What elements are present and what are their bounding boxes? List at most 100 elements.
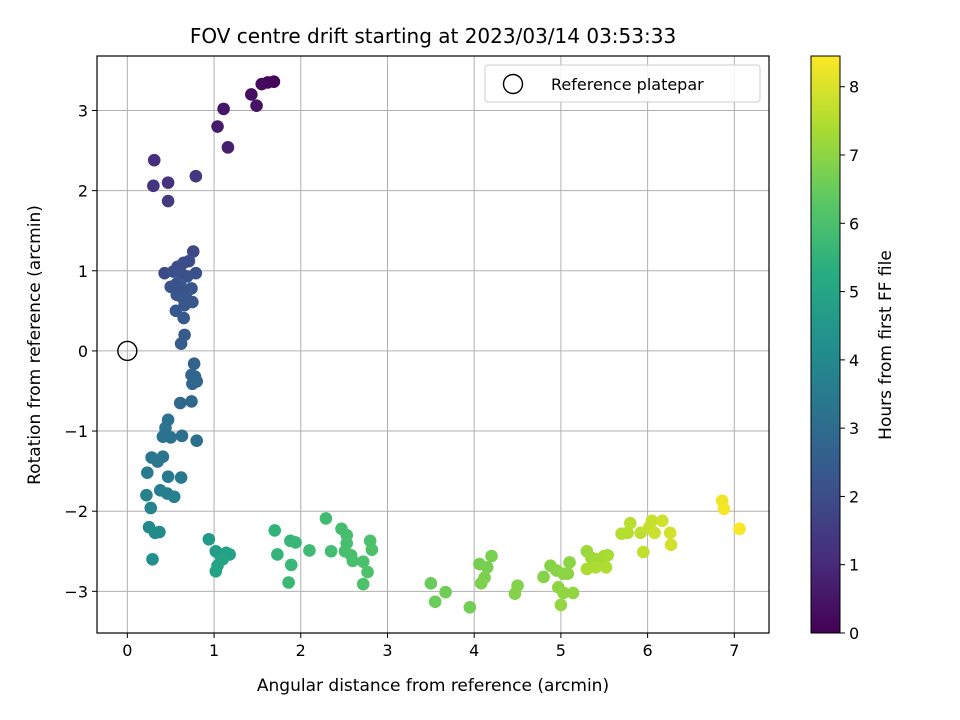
data-point bbox=[554, 598, 568, 612]
colorbar-gradient bbox=[810, 55, 841, 634]
legend: Reference platepar bbox=[484, 64, 761, 103]
data-point bbox=[185, 395, 198, 408]
data-point bbox=[601, 548, 615, 562]
data-point bbox=[485, 549, 498, 563]
data-point bbox=[599, 560, 613, 574]
data-point bbox=[566, 586, 580, 600]
legend-marker-icon bbox=[502, 73, 524, 95]
data-point bbox=[557, 586, 570, 600]
data-point bbox=[346, 554, 360, 568]
data-point bbox=[211, 120, 224, 133]
reference-platepar-marker bbox=[117, 340, 138, 362]
colorbar-tick-label: 1 bbox=[849, 556, 859, 575]
data-point bbox=[182, 254, 196, 268]
data-point bbox=[508, 587, 522, 601]
data-point bbox=[186, 377, 199, 391]
data-point bbox=[189, 169, 203, 183]
data-point bbox=[480, 560, 494, 574]
data-point bbox=[140, 466, 154, 480]
x-tick-label: 6 bbox=[643, 641, 653, 660]
data-point bbox=[161, 470, 175, 484]
x-axis-ticks: 0 1 2 3 4 5 6 7 bbox=[122, 633, 739, 660]
data-point bbox=[271, 548, 284, 561]
data-point bbox=[733, 522, 746, 536]
y-axis-ticks: −3 −2 −1 0 1 2 3 bbox=[64, 101, 97, 601]
data-point bbox=[356, 577, 370, 591]
colorbar-tick-label: 5 bbox=[849, 283, 859, 302]
data-point bbox=[717, 502, 731, 516]
data-point bbox=[161, 176, 175, 189]
data-point bbox=[161, 194, 175, 208]
colorbar-tick-label: 0 bbox=[849, 624, 859, 643]
data-point bbox=[255, 77, 269, 91]
data-point bbox=[563, 556, 576, 569]
data-point bbox=[186, 245, 200, 258]
colorbar-tick-label: 3 bbox=[849, 419, 859, 438]
x-tick-label: 4 bbox=[469, 641, 479, 660]
data-point bbox=[474, 577, 488, 590]
data-point bbox=[282, 576, 295, 589]
data-point bbox=[177, 311, 191, 325]
data-point bbox=[648, 526, 661, 540]
x-axis-label: Angular distance from reference (arcmin) bbox=[257, 676, 609, 696]
data-point bbox=[173, 396, 187, 410]
data-point bbox=[663, 526, 677, 540]
data-point bbox=[623, 516, 637, 530]
data-point bbox=[217, 102, 230, 116]
data-point bbox=[428, 595, 442, 609]
chart-title: FOV centre drift starting at 2023/03/14 … bbox=[190, 24, 676, 48]
data-point bbox=[621, 526, 634, 540]
data-point bbox=[289, 536, 302, 549]
grid-lines bbox=[97, 56, 769, 633]
colorbar-label: Hours from first FF file bbox=[876, 250, 896, 440]
y-tick-label: 3 bbox=[78, 101, 88, 120]
data-point bbox=[202, 532, 216, 546]
data-point bbox=[174, 337, 188, 350]
data-point bbox=[356, 555, 370, 568]
x-tick-label: 2 bbox=[296, 641, 306, 660]
data-point bbox=[187, 357, 201, 371]
colorbar-tick-label: 4 bbox=[849, 351, 859, 370]
y-tick-label: 1 bbox=[78, 262, 88, 281]
data-point bbox=[268, 524, 282, 537]
data-point bbox=[361, 565, 374, 579]
data-point bbox=[645, 514, 659, 528]
data-point bbox=[147, 153, 161, 167]
colorbar-tick-label: 7 bbox=[849, 146, 859, 165]
data-point bbox=[250, 99, 263, 112]
data-points bbox=[140, 75, 746, 614]
data-point bbox=[324, 544, 338, 558]
y-tick-label: −3 bbox=[64, 582, 88, 601]
y-tick-label: 0 bbox=[78, 342, 88, 361]
x-tick-label: 1 bbox=[209, 641, 219, 660]
colorbar-tick-label: 8 bbox=[849, 78, 859, 97]
plot-frame bbox=[96, 55, 770, 634]
data-point bbox=[537, 570, 550, 584]
y-tick-label: −2 bbox=[64, 502, 88, 521]
data-point bbox=[209, 564, 223, 578]
data-point bbox=[175, 429, 189, 443]
data-point bbox=[147, 179, 160, 193]
data-point bbox=[151, 455, 164, 468]
data-point bbox=[636, 545, 650, 559]
x-tick-label: 3 bbox=[382, 641, 392, 660]
data-point bbox=[656, 514, 669, 528]
data-point bbox=[174, 471, 188, 484]
data-point bbox=[424, 577, 438, 590]
data-point bbox=[180, 270, 194, 283]
colorbar-tick-label: 6 bbox=[849, 214, 859, 233]
data-point bbox=[319, 512, 333, 525]
y-tick-label: −1 bbox=[64, 422, 88, 441]
data-point bbox=[216, 552, 230, 566]
legend-entry-reference: Reference platepar bbox=[551, 75, 704, 94]
y-axis-label: Rotation from reference (arcmin) bbox=[25, 205, 45, 485]
data-point bbox=[156, 430, 170, 443]
data-point bbox=[284, 558, 298, 572]
data-point bbox=[144, 501, 158, 515]
x-tick-label: 7 bbox=[729, 641, 739, 660]
data-point bbox=[140, 488, 153, 502]
data-point bbox=[153, 525, 166, 539]
data-point bbox=[167, 490, 181, 504]
colorbar-tick-label: 2 bbox=[849, 487, 859, 506]
